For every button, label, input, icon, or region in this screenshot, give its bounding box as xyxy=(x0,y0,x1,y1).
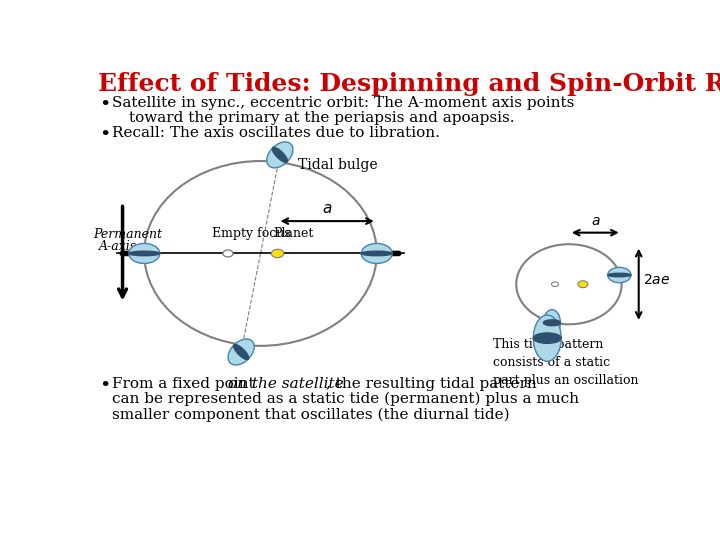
Ellipse shape xyxy=(129,251,160,256)
Ellipse shape xyxy=(552,282,559,287)
Text: •: • xyxy=(99,126,111,144)
Ellipse shape xyxy=(267,142,293,168)
Ellipse shape xyxy=(272,147,287,163)
Text: Effect of Tides: Despinning and Spin-Orbit Resonance: Effect of Tides: Despinning and Spin-Orb… xyxy=(98,72,720,97)
Text: Planet: Planet xyxy=(274,226,314,240)
Text: $a$: $a$ xyxy=(590,214,600,228)
Text: on the satellite: on the satellite xyxy=(228,377,343,390)
Text: •: • xyxy=(99,377,111,395)
Text: smaller component that oscillates (the diurnal tide): smaller component that oscillates (the d… xyxy=(112,408,509,422)
Text: toward the primary at the periapsis and apoapsis.: toward the primary at the periapsis and … xyxy=(129,111,514,125)
Ellipse shape xyxy=(223,250,233,257)
Text: •: • xyxy=(99,96,111,113)
Ellipse shape xyxy=(578,281,588,288)
Ellipse shape xyxy=(271,249,284,258)
Ellipse shape xyxy=(129,244,160,264)
Ellipse shape xyxy=(544,309,560,336)
Text: From a fixed point: From a fixed point xyxy=(112,377,259,390)
Ellipse shape xyxy=(361,244,392,264)
Ellipse shape xyxy=(228,339,254,365)
Ellipse shape xyxy=(608,273,631,276)
Text: $2ae$: $2ae$ xyxy=(642,273,670,287)
Text: Tidal bulge: Tidal bulge xyxy=(297,158,377,172)
Ellipse shape xyxy=(544,320,560,326)
Text: Satellite in sync., eccentric orbit: The A-moment axis points: Satellite in sync., eccentric orbit: The… xyxy=(112,96,574,110)
Ellipse shape xyxy=(233,345,248,360)
Text: A-axis: A-axis xyxy=(99,240,138,253)
Text: Permanent: Permanent xyxy=(93,228,162,241)
Ellipse shape xyxy=(608,267,631,283)
Text: , the resulting tidal pattern: , the resulting tidal pattern xyxy=(326,377,537,390)
Text: can be represented as a static tide (permanent) plus a much: can be represented as a static tide (per… xyxy=(112,392,579,407)
Ellipse shape xyxy=(534,333,561,343)
Text: This tidal pattern
consists of a static
part plus an oscillation: This tidal pattern consists of a static … xyxy=(493,338,639,387)
Text: $a$: $a$ xyxy=(322,202,333,217)
Ellipse shape xyxy=(361,251,392,256)
Text: Empty focus: Empty focus xyxy=(212,226,291,240)
Text: Recall: The axis oscillates due to libration.: Recall: The axis oscillates due to libra… xyxy=(112,126,440,140)
Ellipse shape xyxy=(534,315,561,361)
